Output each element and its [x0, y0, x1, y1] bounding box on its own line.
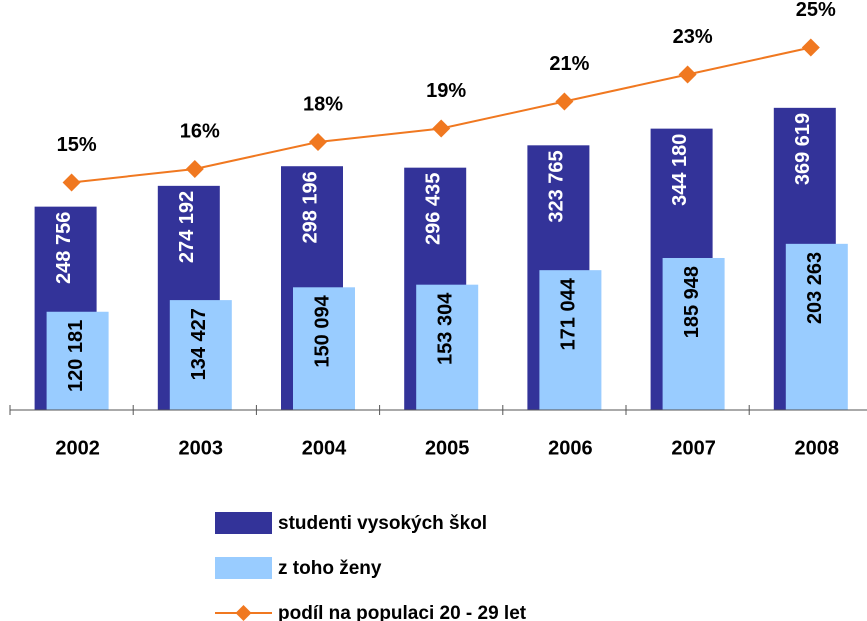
value-label: 25%	[796, 0, 836, 21]
value-label: 369 619	[792, 113, 814, 185]
value-label: 248 756	[53, 212, 75, 284]
legend-label: studenti vysokých škol	[278, 513, 487, 534]
value-label: 19%	[426, 80, 466, 102]
value-label: 274 192	[176, 191, 198, 263]
value-label: 150 094	[311, 294, 333, 367]
value-label: 323 765	[546, 150, 568, 222]
value-label: 21%	[549, 53, 589, 75]
value-label: 15%	[57, 134, 97, 156]
value-label: 185 948	[681, 266, 703, 338]
bar	[293, 287, 355, 410]
legend-swatch	[215, 557, 272, 579]
legend-label: podíl na populaci 20 - 29 let	[278, 603, 527, 621]
bar	[46, 311, 109, 410]
value-label: 16%	[180, 120, 220, 142]
x-tick-label: 2003	[179, 437, 224, 459]
legend-label: z toho ženy	[278, 558, 382, 579]
value-label: 120 181	[65, 320, 87, 392]
value-label: 23%	[673, 26, 713, 48]
marker	[185, 160, 204, 178]
x-tick-label: 2004	[302, 437, 347, 459]
bar	[539, 270, 602, 410]
marker	[555, 92, 574, 111]
bar	[416, 284, 479, 410]
legend-swatch	[215, 512, 272, 534]
marker	[678, 65, 697, 84]
value-label: 153 304	[434, 292, 456, 365]
marker	[801, 38, 820, 57]
marker	[62, 173, 81, 192]
legend-marker	[235, 605, 252, 621]
x-tick-label: 2002	[55, 437, 100, 459]
x-tick-label: 2006	[548, 437, 593, 459]
value-label: 296 435	[422, 173, 444, 245]
value-label: 203 263	[804, 252, 826, 324]
x-tick-label: 2008	[795, 437, 840, 459]
value-label: 344 180	[669, 134, 691, 206]
x-tick-label: 2005	[425, 437, 470, 459]
value-label: 18%	[303, 93, 343, 115]
bar	[169, 300, 232, 410]
marker	[309, 133, 327, 151]
bar	[662, 257, 725, 410]
marker	[432, 119, 451, 138]
value-label: 171 044	[558, 277, 580, 350]
value-label: 134 427	[188, 308, 210, 380]
x-tick-label: 2007	[671, 437, 716, 459]
bar	[785, 243, 848, 410]
value-label: 298 196	[299, 171, 321, 243]
